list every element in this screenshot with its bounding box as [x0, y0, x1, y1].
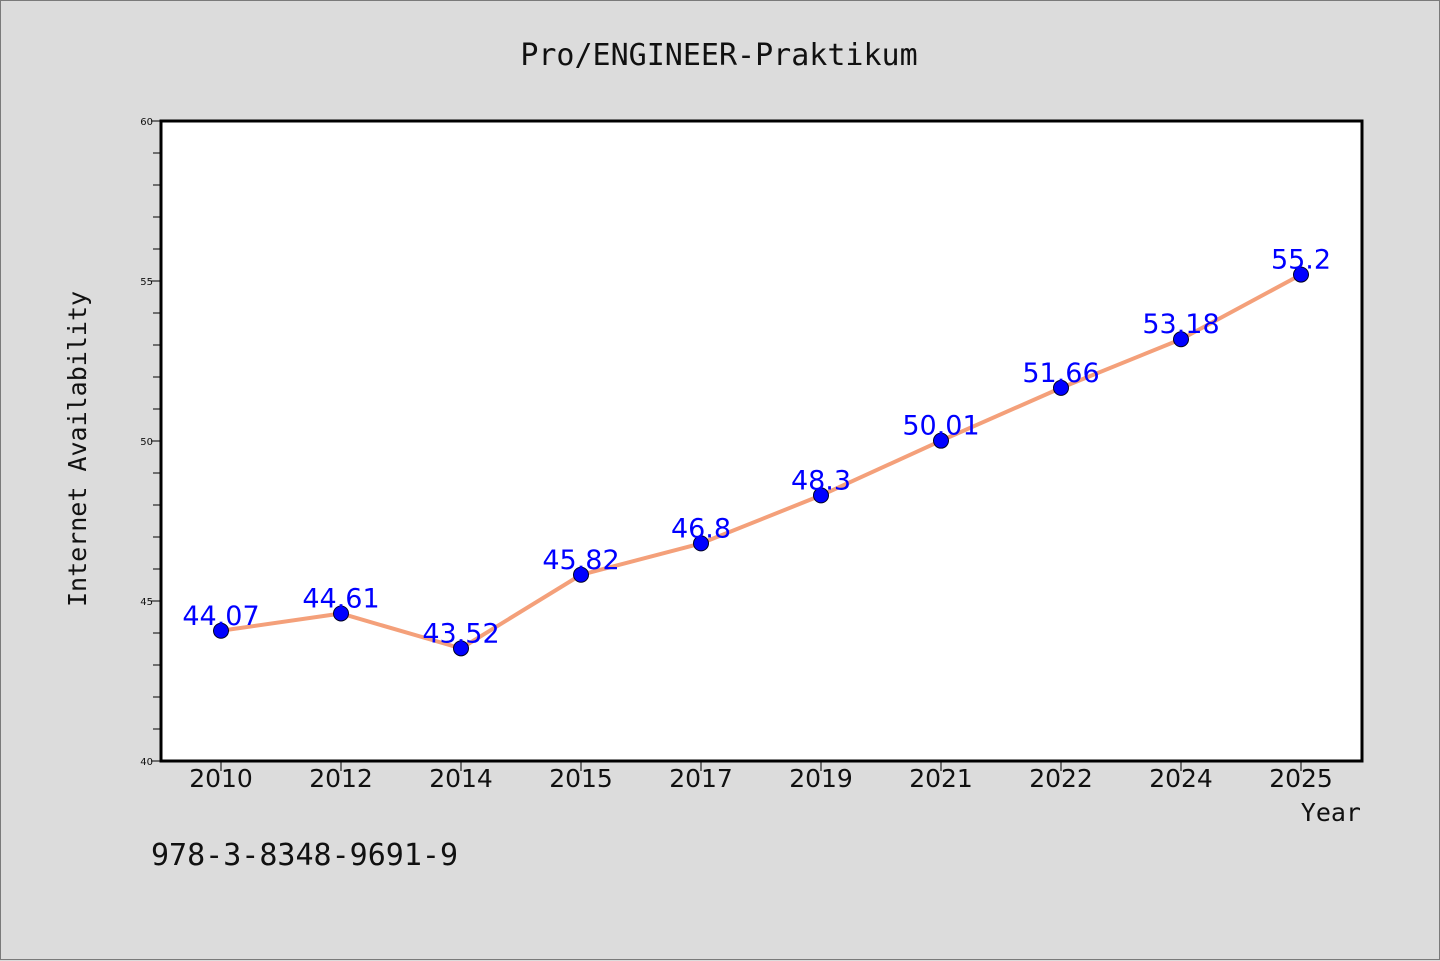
plot-area	[159, 119, 1364, 763]
data-point	[453, 640, 469, 657]
x-tick-label: 2024	[1149, 764, 1213, 793]
x-tick-label: 2015	[549, 764, 613, 793]
footer-code: 978-3-8348-9691-9	[151, 838, 458, 873]
series-line	[219, 272, 1303, 651]
x-tick-label: 2019	[789, 764, 853, 793]
data-label: 45.82	[542, 545, 619, 576]
chart-title: Pro/ENGINEER-Praktikum	[520, 38, 917, 73]
x-tick-label: 2021	[909, 764, 973, 793]
x-tick-label: 2022	[1029, 764, 1093, 793]
x-tick-label: 2014	[429, 764, 493, 793]
y-tick-label: 60	[140, 117, 153, 128]
data-point	[813, 487, 829, 504]
x-tick-label: 2017	[669, 764, 733, 793]
y-axis: 40 45 50 55 60	[140, 117, 161, 768]
data-point	[1053, 379, 1069, 396]
data-label: 53.18	[1142, 309, 1219, 340]
data-point	[213, 622, 229, 639]
data-label: 44.61	[302, 583, 379, 614]
data-label: 50.01	[902, 411, 979, 442]
x-tick-label: 2025	[1269, 764, 1333, 793]
y-tick-label: 50	[140, 437, 153, 448]
data-point	[933, 432, 949, 449]
y-tick-label: 55	[140, 277, 153, 288]
data-label: 43.52	[422, 618, 499, 649]
y-tick-label: 40	[140, 757, 153, 768]
data-point	[1293, 266, 1309, 283]
data-point	[1173, 331, 1189, 348]
data-point	[573, 566, 589, 583]
x-tick-label: 2010	[189, 764, 253, 793]
data-label: 44.07	[182, 601, 259, 632]
data-label: 48.3	[791, 465, 851, 496]
y-tick-label: 45	[140, 597, 153, 608]
x-tick-label: 2012	[309, 764, 373, 793]
data-label: 46.8	[671, 513, 731, 544]
y-axis-label: Internet Availability	[63, 291, 92, 607]
data-label: 51.66	[1022, 358, 1099, 389]
data-label-group: 44.07 44.61 43.52 45.82 46.8 48.3 50.01 51.66 53…	[182, 245, 1331, 650]
x-axis: 2010 2012 2014 2015 2017 2019 2021 2022 2024 2025	[189, 761, 1333, 793]
data-label: 55.2	[1271, 245, 1331, 276]
data-point	[333, 605, 349, 622]
x-axis-label: Year	[1301, 798, 1361, 827]
series-line-group	[213, 266, 1309, 657]
data-point	[693, 535, 709, 552]
